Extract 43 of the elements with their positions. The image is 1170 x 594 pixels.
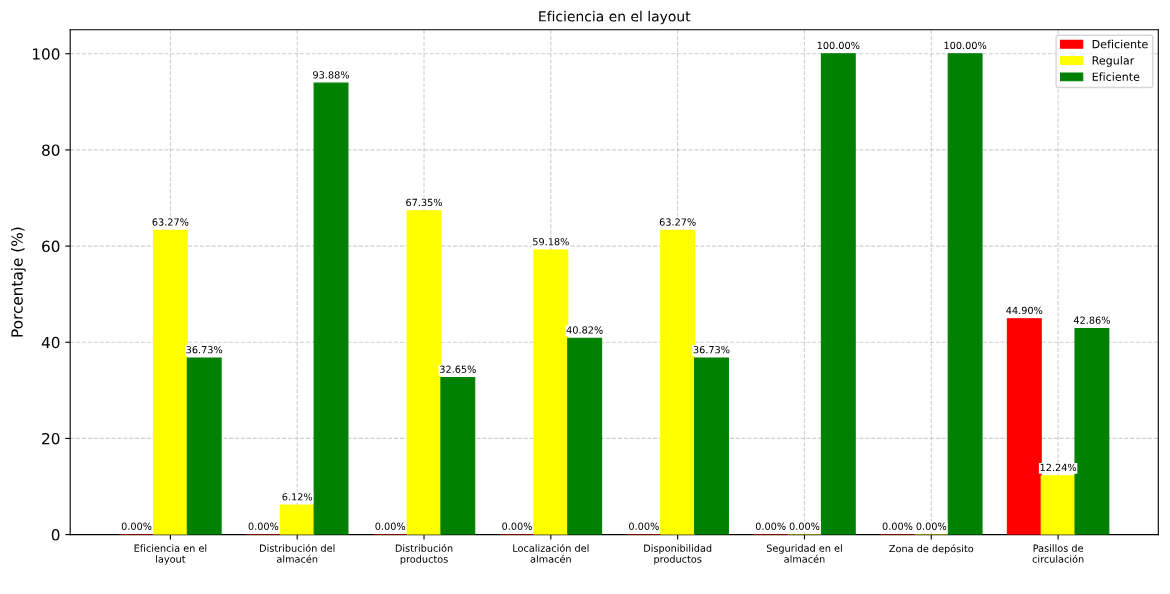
y-tick-label: 20 xyxy=(42,432,60,445)
y-tick-label: 60 xyxy=(42,240,60,253)
data-label: 0.00% xyxy=(916,522,947,530)
y-axis-title: Porcentaje (%) xyxy=(10,227,26,337)
data-label: 12.24% xyxy=(1040,463,1077,472)
data-label: 63.27% xyxy=(659,218,696,226)
data-label: 0.00% xyxy=(248,522,279,530)
data-label: 42.86% xyxy=(1073,316,1110,324)
data-label: 63.27% xyxy=(152,218,189,226)
data-label: 0.00% xyxy=(882,522,913,530)
y-tick-label: 0 xyxy=(51,529,60,541)
data-label: 0.00% xyxy=(789,522,820,530)
x-tick-label: Seguridad en el almacén xyxy=(766,544,842,563)
legend-label: Deficiente xyxy=(1092,39,1148,49)
y-tick-label: 100 xyxy=(32,48,60,60)
data-label: 0.00% xyxy=(629,522,659,530)
data-label: 0.00% xyxy=(375,522,406,530)
data-label: 44.90% xyxy=(1006,306,1043,315)
legend-label: Regular xyxy=(1092,56,1135,67)
y-tick-label: 80 xyxy=(42,144,60,156)
data-label: 36.73% xyxy=(693,345,730,354)
y-tick-label: 40 xyxy=(41,336,60,349)
data-label: 100.00% xyxy=(944,41,987,50)
x-tick-label: Disponibilidad productos xyxy=(644,544,712,565)
data-label: 0.00% xyxy=(755,522,786,530)
data-label: 100.00% xyxy=(817,41,860,50)
data-label: 93.88% xyxy=(313,71,350,79)
x-tick-label: Distribución productos xyxy=(395,543,453,565)
x-tick-label: Eficiencia en el layout xyxy=(134,544,207,565)
data-label: 32.65% xyxy=(440,365,476,373)
data-label: 59.18% xyxy=(533,238,569,246)
data-label: 0.00% xyxy=(502,522,532,530)
legend-label: Eficiente xyxy=(1092,72,1140,81)
x-tick-label: Pasillos de circulación xyxy=(1032,544,1084,563)
data-label: 0.00% xyxy=(121,522,152,530)
data-label: 67.35% xyxy=(406,198,443,207)
x-tick-label: Zona de depósito xyxy=(889,544,974,555)
data-label: 6.12% xyxy=(282,493,313,501)
x-tick-label: Localización del almacén xyxy=(513,543,589,563)
data-label: 40.82% xyxy=(566,326,603,334)
chart-title: Eficiencia en el layout xyxy=(539,10,691,25)
x-tick-label: Distribución del almacén xyxy=(260,543,335,563)
data-label: 36.73% xyxy=(186,345,223,354)
